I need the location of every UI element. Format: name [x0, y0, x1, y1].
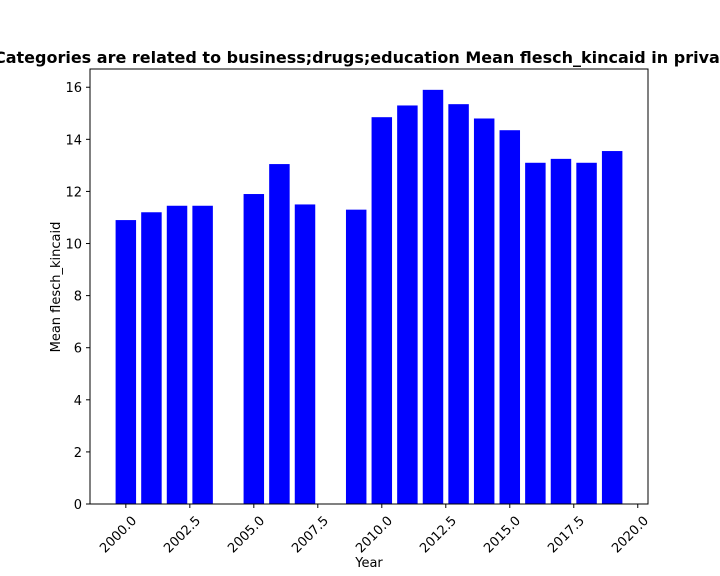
- y-axis-label: Mean flesch_kincaid: [49, 222, 64, 353]
- x-axis-ticks: 2000.0 2002.5 2005.0 2007.5 2010.0 2012.5 2015…: [97, 504, 652, 556]
- x-tick-label: 2005.0: [225, 514, 268, 557]
- bar-2015: [499, 130, 521, 504]
- y-tick-label: 2: [74, 446, 82, 461]
- bar-2017: [550, 158, 572, 504]
- bar-2012: [422, 89, 444, 505]
- bars-group: [115, 89, 623, 505]
- chart-title: Categories are related to business;drugs…: [0, 48, 720, 67]
- bar-2014: [473, 118, 495, 504]
- x-tick-label: 2015.0: [481, 514, 524, 557]
- x-tick-label: 2010.0: [353, 514, 396, 557]
- y-tick-label: 6: [74, 342, 82, 357]
- x-axis-label: Year: [354, 556, 383, 571]
- y-axis-ticks: 0 2 4 6 8 10 12 14 16: [65, 81, 90, 513]
- y-tick-label: 4: [74, 394, 82, 409]
- y-tick-label: 16: [65, 81, 82, 96]
- bar-2009: [345, 209, 367, 504]
- y-tick-label: 0: [74, 498, 82, 513]
- x-tick-label: 2012.5: [417, 514, 460, 557]
- bar-2016: [525, 162, 546, 504]
- bar-2018: [576, 162, 597, 504]
- y-tick-label: 14: [65, 133, 82, 148]
- x-tick-label: 2017.5: [545, 514, 588, 557]
- x-tick-label: 2007.5: [289, 514, 332, 557]
- bar-2011: [397, 105, 418, 504]
- bar-2002: [166, 205, 188, 504]
- x-tick-label: 2020.0: [609, 514, 652, 557]
- bar-2007: [294, 204, 316, 504]
- bar-2000: [115, 220, 137, 504]
- x-tick-label: 2000.0: [97, 514, 140, 557]
- bar-2013: [448, 104, 469, 504]
- y-tick-label: 12: [65, 185, 82, 200]
- plot-frame: [89, 68, 649, 505]
- y-tick-label: 10: [65, 238, 82, 253]
- bar-2006: [269, 164, 290, 505]
- bar-2005: [243, 194, 265, 504]
- bar-2010: [371, 117, 393, 504]
- x-tick-label: 2002.5: [161, 514, 204, 557]
- bar-2003: [192, 205, 213, 504]
- y-tick-label: 8: [74, 290, 82, 305]
- bar-2001: [141, 212, 162, 504]
- bar-2019: [601, 151, 623, 504]
